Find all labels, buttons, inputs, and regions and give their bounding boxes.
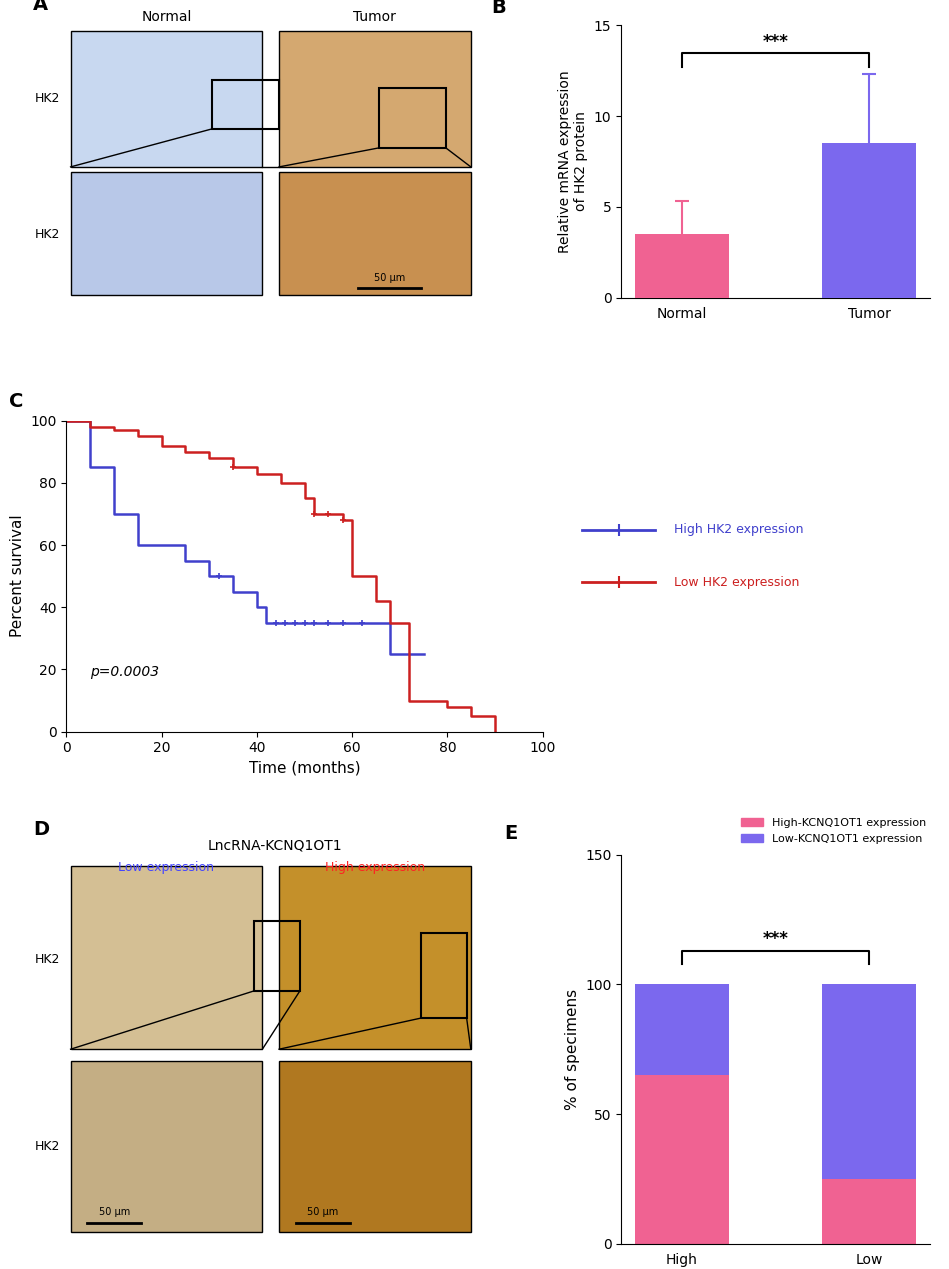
X-axis label: Time (months): Time (months) bbox=[249, 761, 361, 775]
Bar bbox=[635, 1075, 729, 1244]
Bar bbox=[279, 30, 471, 168]
Text: High HK2 expression: High HK2 expression bbox=[674, 523, 803, 536]
Bar bbox=[420, 933, 467, 1018]
Text: ***: *** bbox=[763, 930, 789, 948]
Bar bbox=[70, 1061, 262, 1232]
Text: A: A bbox=[33, 0, 48, 14]
Text: ***: *** bbox=[763, 33, 789, 51]
Text: Normal: Normal bbox=[141, 10, 192, 24]
Text: 50 µm: 50 µm bbox=[374, 273, 405, 283]
Bar bbox=[279, 867, 471, 1049]
Text: p=0.0003: p=0.0003 bbox=[90, 665, 159, 679]
Text: C: C bbox=[9, 392, 24, 411]
Bar bbox=[635, 985, 729, 1075]
Bar bbox=[70, 867, 262, 1049]
Text: Tumor: Tumor bbox=[353, 10, 397, 24]
Y-axis label: % of specimens: % of specimens bbox=[565, 989, 580, 1110]
Bar bbox=[213, 80, 279, 128]
Y-axis label: Relative mRNA expression
of HK2 protein: Relative mRNA expression of HK2 protein bbox=[558, 70, 588, 253]
Legend: High-KCNQ1OT1 expression, Low-KCNQ1OT1 expression: High-KCNQ1OT1 expression, Low-KCNQ1OT1 e… bbox=[736, 813, 931, 848]
Text: 50 µm: 50 µm bbox=[307, 1207, 339, 1217]
Text: B: B bbox=[492, 0, 506, 18]
Bar bbox=[70, 173, 262, 294]
Text: HK2: HK2 bbox=[35, 93, 60, 105]
Text: High expression: High expression bbox=[325, 860, 425, 873]
Text: 50 µm: 50 µm bbox=[99, 1207, 130, 1217]
Y-axis label: Percent survival: Percent survival bbox=[9, 515, 25, 637]
Bar bbox=[254, 921, 300, 991]
Text: E: E bbox=[504, 824, 517, 843]
Text: Low HK2 expression: Low HK2 expression bbox=[674, 576, 799, 589]
Text: Low expression: Low expression bbox=[119, 860, 214, 873]
Text: HK2: HK2 bbox=[35, 1140, 60, 1154]
Bar bbox=[279, 1061, 471, 1232]
Bar bbox=[823, 985, 916, 1179]
Bar bbox=[823, 1179, 916, 1244]
Bar bbox=[70, 30, 262, 168]
Text: HK2: HK2 bbox=[35, 228, 60, 241]
Bar bbox=[279, 173, 471, 294]
Text: HK2: HK2 bbox=[35, 953, 60, 966]
Bar bbox=[823, 143, 916, 297]
Bar bbox=[635, 233, 729, 297]
Text: D: D bbox=[33, 820, 49, 839]
Text: LncRNA-KCNQ1OT1: LncRNA-KCNQ1OT1 bbox=[208, 839, 343, 853]
Bar bbox=[379, 88, 446, 148]
